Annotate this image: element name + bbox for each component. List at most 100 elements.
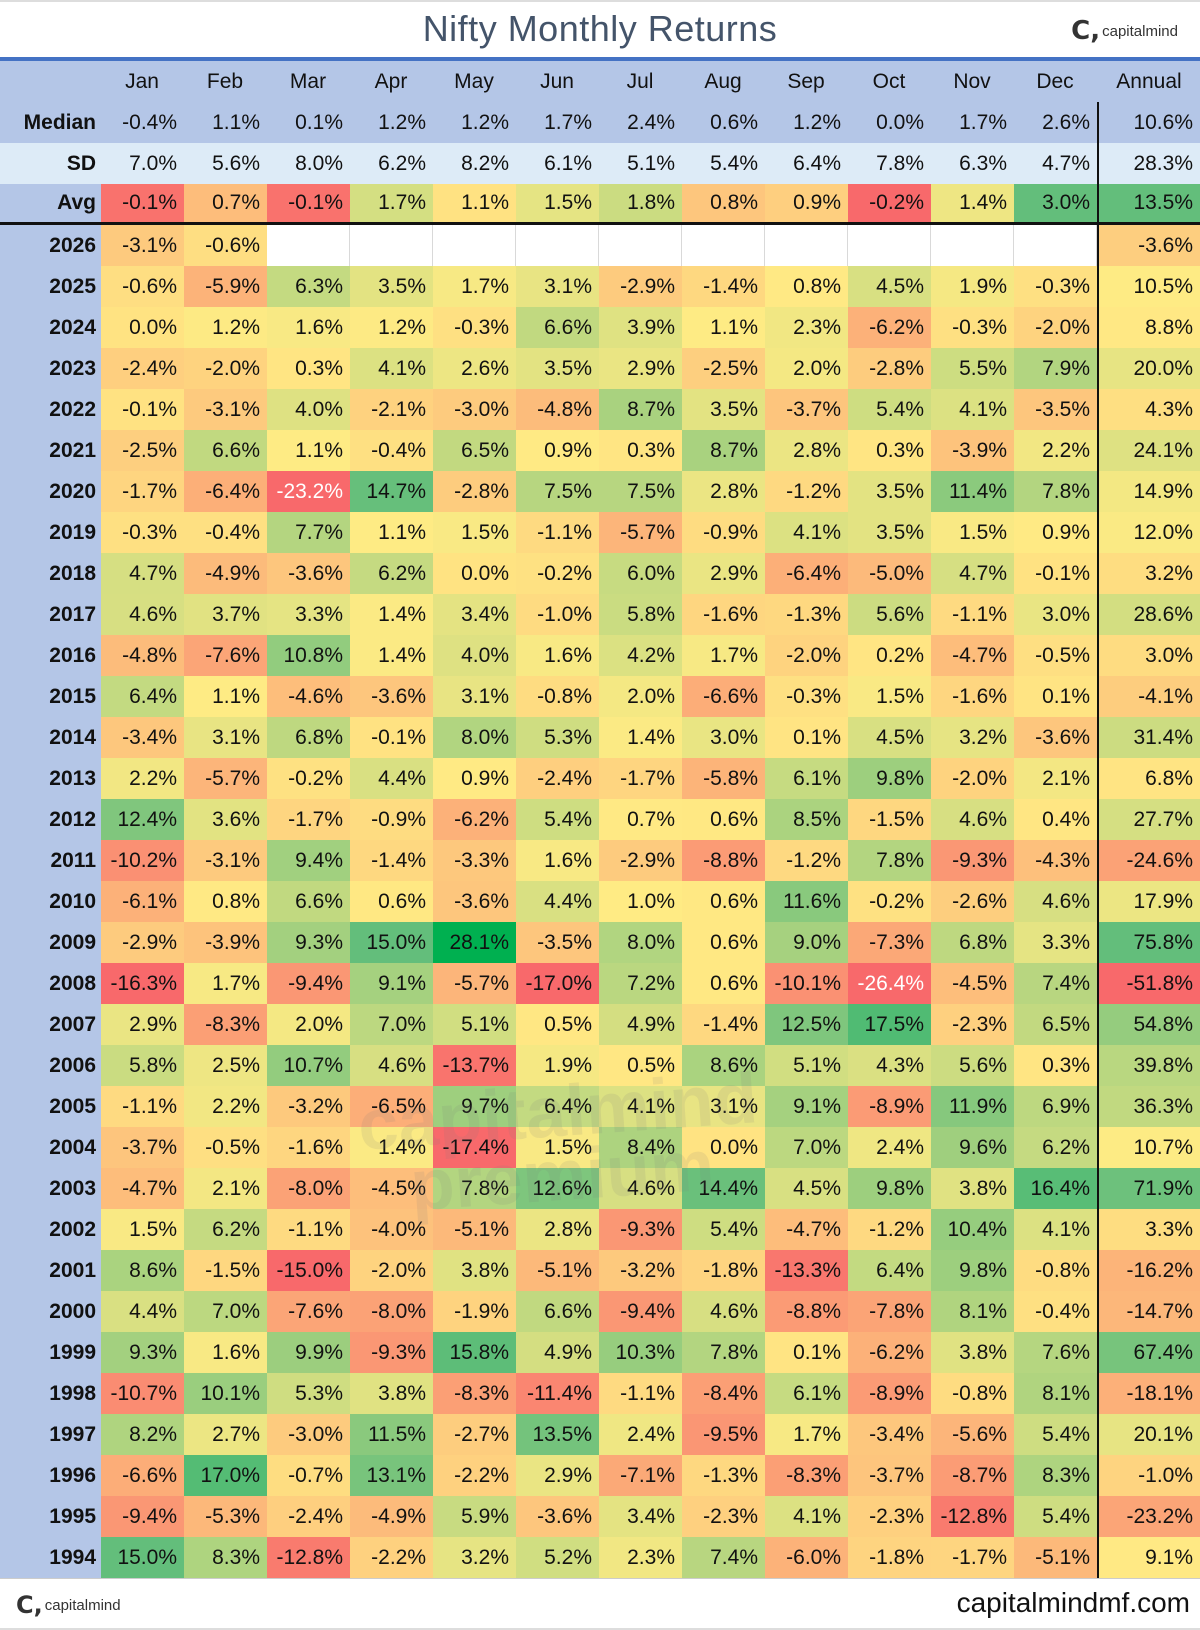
monthly-return-cell: 0.3% [848,430,931,471]
monthly-return-cell: -3.6% [1014,717,1097,758]
monthly-return-cell: 4.1% [765,512,848,553]
monthly-return-cell: -1.3% [682,1455,765,1496]
monthly-return-cell: 2.0% [765,348,848,389]
monthly-return-cell: -1.6% [267,1127,350,1168]
monthly-return-cell: -17.4% [433,1127,516,1168]
stat-cell: 3.0% [1014,184,1097,222]
stat-cell: -0.1% [267,184,350,222]
monthly-return-cell: -4.9% [184,553,267,594]
monthly-return-cell: 5.1% [433,1004,516,1045]
row-label: 2024 [0,307,101,348]
year-row-2008: 2008 -16.3% 1.7% -9.4% 9.1% -5.7% -17.0% 7.2% 0.… [0,963,1200,1004]
monthly-return-cell: -9.5% [682,1414,765,1455]
monthly-return-cell: 9.8% [848,1168,931,1209]
row-label: 2004 [0,1127,101,1168]
row-label: 2005 [0,1086,101,1127]
year-row-2016: 2016 -4.8% -7.6% 10.8% 1.4% 4.0% 1.6% 4.2% 1.7% -… [0,635,1200,676]
monthly-return-cell: 6.8% [267,717,350,758]
monthly-return-cell: 6.4% [101,676,184,717]
empty-cell [433,225,516,266]
annual-return-cell: 31.4% [1097,717,1200,758]
stat-row-avg: Avg -0.1% 0.7% -0.1% 1.7% 1.1% 1.5% 1.8% 0.8% 0.9… [0,184,1200,225]
monthly-return-cell: -8.8% [682,840,765,881]
monthly-return-cell: -10.7% [101,1373,184,1414]
monthly-return-cell: 2.8% [765,430,848,471]
row-label: 2010 [0,881,101,922]
monthly-return-cell: -1.4% [682,266,765,307]
monthly-return-cell: 0.4% [1014,799,1097,840]
column-header-oct: Oct [848,61,931,102]
annual-return-cell: -23.2% [1097,1496,1200,1537]
empty-cell [765,225,848,266]
monthly-return-cell: -12.8% [267,1537,350,1578]
monthly-return-cell: 4.9% [516,1332,599,1373]
stat-cell: 1.1% [433,184,516,222]
monthly-return-cell: 2.6% [433,348,516,389]
monthly-return-cell: -3.7% [848,1455,931,1496]
annual-return-cell: -16.2% [1097,1250,1200,1291]
monthly-return-cell: 6.1% [765,1373,848,1414]
column-header-sep: Sep [765,61,848,102]
monthly-return-cell: -4.5% [350,1168,433,1209]
stat-cell: 0.1% [267,102,350,143]
year-row-1997: 1997 8.2% 2.7% -3.0% 11.5% -2.7% 13.5% 2.4% -9.5… [0,1414,1200,1455]
row-label: 2000 [0,1291,101,1332]
year-row-2021: 2021 -2.5% 6.6% 1.1% -0.4% 6.5% 0.9% 0.3% 8.7% 2.… [0,430,1200,471]
monthly-return-cell: -1.0% [516,594,599,635]
year-row-2009: 2009 -2.9% -3.9% 9.3% 15.0% 28.1% -3.5% 8.0% 0.6… [0,922,1200,963]
title-divider [0,57,1200,61]
year-row-2004: 2004 -3.7% -0.5% -1.6% 1.4% -17.4% 1.5% 8.4% 0.0… [0,1127,1200,1168]
monthly-return-cell: -2.0% [931,758,1014,799]
monthly-return-cell: 8.7% [599,389,682,430]
monthly-return-cell: 2.0% [267,1004,350,1045]
monthly-return-cell: -4.9% [350,1496,433,1537]
monthly-return-cell: -0.5% [184,1127,267,1168]
monthly-return-cell: 1.6% [184,1332,267,1373]
stat-cell: 7.8% [848,143,931,184]
monthly-return-cell: 5.5% [931,348,1014,389]
monthly-return-cell: -9.3% [350,1332,433,1373]
row-label: 2012 [0,799,101,840]
monthly-return-cell: -7.3% [848,922,931,963]
year-row-2018: 2018 4.7% -4.9% -3.6% 6.2% 0.0% -0.2% 6.0% 2.9% -… [0,553,1200,594]
monthly-return-cell: 11.6% [765,881,848,922]
monthly-return-cell: 4.5% [765,1168,848,1209]
monthly-return-cell: -0.6% [184,225,267,266]
monthly-return-cell: 5.2% [516,1537,599,1578]
stat-cell: -0.1% [101,184,184,222]
row-label: 2008 [0,963,101,1004]
monthly-return-cell: 4.6% [682,1291,765,1332]
monthly-return-cell: -8.3% [765,1455,848,1496]
monthly-return-cell: -8.7% [931,1455,1014,1496]
monthly-return-cell: -0.4% [184,512,267,553]
footer: C, capitalmind capitalmindmf.com [0,1578,1200,1630]
monthly-return-cell: -0.9% [350,799,433,840]
monthly-return-cell: -1.1% [599,1373,682,1414]
row-label: 2013 [0,758,101,799]
monthly-return-cell: 1.1% [350,512,433,553]
monthly-return-cell: -9.4% [267,963,350,1004]
monthly-return-cell: 4.1% [350,348,433,389]
year-row-2007: 2007 2.9% -8.3% 2.0% 7.0% 5.1% 0.5% 4.9% -1.4% 12… [0,1004,1200,1045]
monthly-return-cell: 4.5% [848,717,931,758]
monthly-return-cell: -7.6% [184,635,267,676]
monthly-return-cell: -6.4% [184,471,267,512]
capitalmind-logo-mark-icon: C, [1071,16,1101,46]
monthly-return-cell: 7.8% [1014,471,1097,512]
monthly-return-cell: -1.8% [848,1537,931,1578]
monthly-return-cell: 1.7% [765,1414,848,1455]
monthly-return-cell: -6.0% [765,1537,848,1578]
year-row-2000: 2000 4.4% 7.0% -7.6% -8.0% -1.9% 6.6% -9.4% 4.6%… [0,1291,1200,1332]
stat-cell: 6.4% [765,143,848,184]
monthly-return-cell: 13.5% [516,1414,599,1455]
monthly-return-cell: -1.1% [516,512,599,553]
monthly-return-cell: -4.7% [101,1168,184,1209]
monthly-return-cell: 4.6% [931,799,1014,840]
monthly-return-cell: 5.4% [1014,1414,1097,1455]
monthly-return-cell: -2.9% [599,840,682,881]
monthly-return-cell: -3.7% [765,389,848,430]
row-label: 2002 [0,1209,101,1250]
monthly-return-cell: -3.4% [848,1414,931,1455]
monthly-return-cell: -8.0% [267,1168,350,1209]
monthly-return-cell: 9.3% [101,1332,184,1373]
